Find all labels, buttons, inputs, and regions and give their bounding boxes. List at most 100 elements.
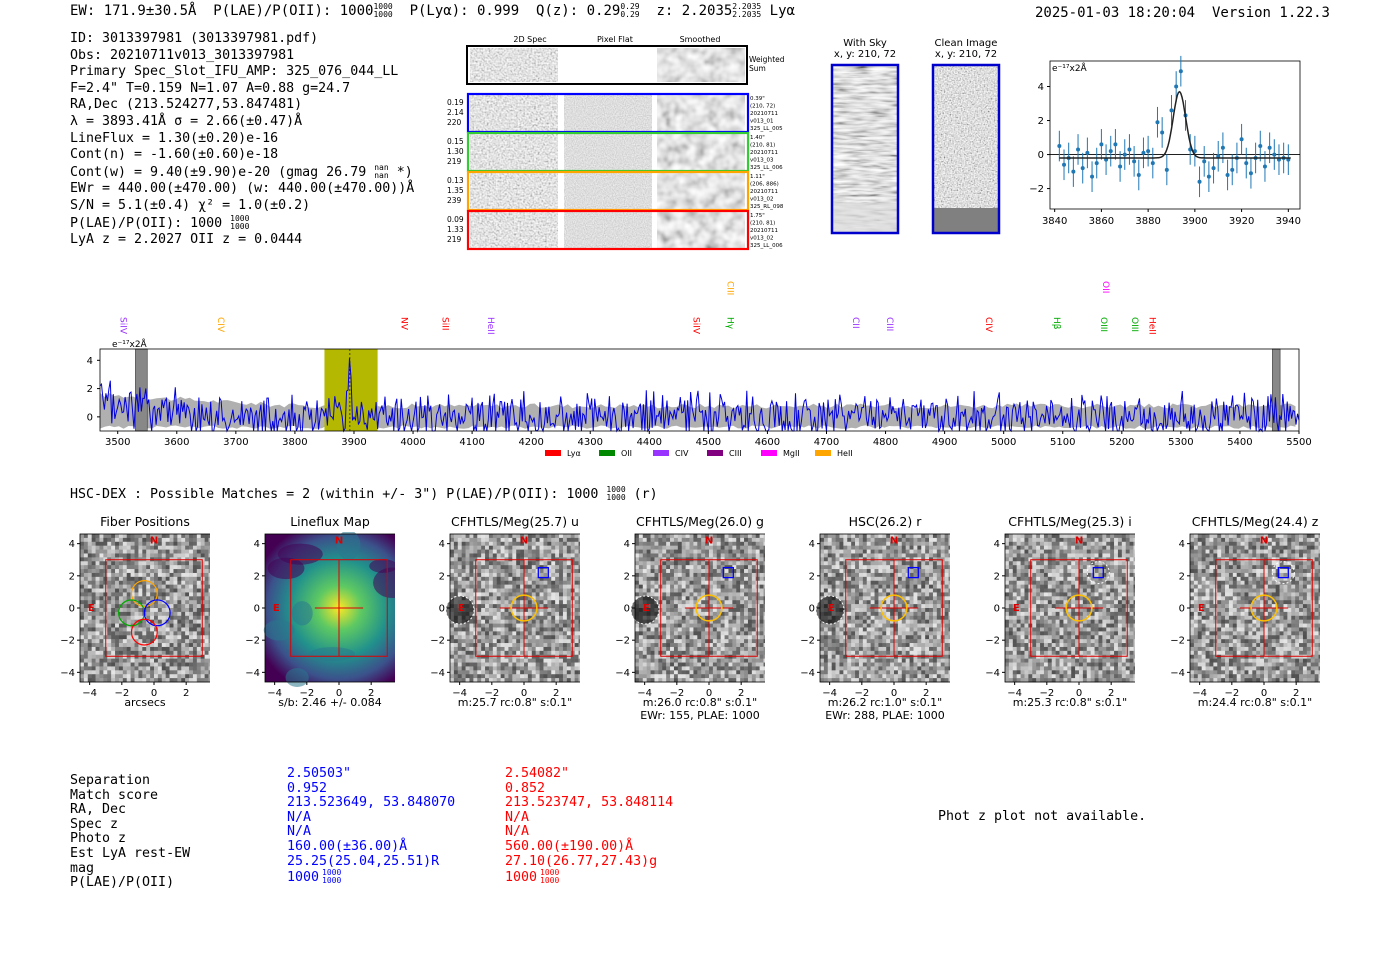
info-contn: Cont(n) = -1.60(±0.60)e-18 — [70, 147, 279, 163]
match-value: 213.523649, 53.848070 — [287, 795, 456, 811]
clean-image-title: Clean Image x, y: 210, 72 — [934, 38, 998, 60]
header-plae-frac: 1000 1000 — [373, 2, 393, 19]
aperture-circle — [695, 594, 723, 622]
zoom-axes — [1049, 60, 1301, 210]
full-xtick-label: 3800 — [282, 437, 307, 448]
match-value: N/A — [505, 824, 530, 840]
zoom-point — [1174, 84, 1179, 89]
zoom-point — [1132, 159, 1137, 164]
thumb-ytick-label: −4 — [60, 668, 75, 679]
thumb-xtick-label: 2 — [923, 688, 929, 699]
legend-swatch — [545, 450, 561, 456]
zoom-point — [1118, 164, 1123, 169]
thumb-ytick-label: −4 — [800, 668, 815, 679]
thumb-ytick-label: 4 — [994, 539, 1000, 550]
legend-swatch — [707, 450, 723, 456]
emission-line-label: OIII — [1129, 317, 1139, 332]
north-label: N — [335, 536, 343, 547]
fiber-circle — [130, 618, 158, 646]
thumb-ytick-label: −4 — [245, 668, 260, 679]
spec-row-right-label: (210, 81) — [750, 143, 775, 149]
zoom-ytick-label: 2 — [1038, 116, 1044, 127]
col-2d-spec: 2D Spec — [513, 35, 546, 44]
emission-line-label: Hβ — [1051, 317, 1061, 330]
thumbnail-caption: m:24.4 rc:0.8" s:0.1" — [1197, 696, 1313, 709]
thumb-xtick-label: 2 — [1108, 688, 1114, 699]
legend-swatch — [599, 450, 615, 456]
zoom-point — [1146, 149, 1151, 154]
thumb-xtick-label: −4 — [1192, 688, 1207, 699]
match-value: 1000 1000 1000 — [505, 868, 560, 886]
match-marker — [537, 566, 549, 579]
full-xtick-label: 4300 — [578, 437, 603, 448]
north-label: N — [1260, 536, 1268, 547]
thumb-xtick-label: 2 — [1293, 688, 1299, 699]
spec-row-smooth — [657, 134, 745, 170]
full-xtick-label: 4000 — [400, 437, 425, 448]
weighted-label-1: Weighted — [749, 55, 785, 64]
full-xtick-label: 4800 — [873, 437, 898, 448]
zoom-point — [1164, 167, 1169, 172]
spec-row-right-label: (210, 72) — [750, 104, 775, 110]
thumbnail-cut: CFHTLS/Meg(26.0) gNE420−2−4−4−2024m:26.0… — [615, 512, 785, 727]
zoom-xtick-label: 3880 — [1135, 216, 1160, 227]
thumb-xtick-label: 0 — [706, 688, 712, 699]
spec-row-left-label: 1.35 — [447, 186, 464, 195]
zoom-xtick-label: 3900 — [1182, 216, 1207, 227]
emission-line-label: SiIV — [691, 317, 701, 335]
zoom-chart: e⁻¹⁷x2Å 4 2 0 −2 3840 3860 3880 3900 3920 3940 — [1030, 55, 1301, 227]
header-qz-frac: 0.29 0.29 — [620, 2, 640, 19]
info-ewr: EWr = 440.00(±470.00) (w: 440.00(±470.00… — [70, 181, 415, 197]
header-z-frac: 2.2035 2.2035 — [732, 2, 762, 19]
spec-row-right-label: 0.39" — [750, 96, 765, 102]
match-row-label: RA, Dec — [70, 802, 127, 818]
legend-swatch — [815, 450, 831, 456]
match-value: N/A — [287, 809, 312, 825]
thumb-ytick-label: −2 — [430, 636, 445, 647]
thumbnail-row: Fiber Positions N E 4 2 0 −2 −4 −4 −2 0 2 4 arcsecs Li… — [0, 512, 1400, 727]
legend-label: CIII — [729, 449, 742, 458]
thumbnail-cut: CFHTLS/Meg(25.3) iNE420−2−4−4−2024m:25.3… — [985, 512, 1155, 727]
zoom-point — [1136, 172, 1141, 177]
thumb-xtick-label: −4 — [822, 688, 837, 699]
col-smoothed: Smoothed — [680, 35, 721, 44]
info-sn: S/N = 5.1(±0.4) χ² = 1.0(±0.2) — [70, 197, 311, 213]
zoom-ytick-label: 0 — [1038, 150, 1044, 161]
match-2-values: 2.54082" 0.852 213.523747, 53.848114 N/A N/A… — [505, 766, 674, 886]
hsc-dex-title: HSC-DEX : Possible Matches = 2 (within +… — [70, 485, 658, 503]
spec-row-smooth — [657, 212, 745, 248]
header-right: 2025-01-03 18:20:04 Version 1.22.3 — [1035, 5, 1330, 21]
spec-row-left-label: 1.30 — [447, 147, 464, 156]
info-z: LyA z = 2.2027 OII z = 0.0444 — [70, 232, 303, 248]
info-fwhm: F=2.4" T=0.159 N=1.07 A=0.88 g=24.7 — [70, 80, 351, 96]
emission-line-label: OIII — [1098, 317, 1108, 332]
match-row-label: Separation — [70, 773, 151, 788]
full-xtick-label: 3700 — [223, 437, 248, 448]
legend-label: Lyα — [567, 449, 581, 458]
spec-row-2d — [470, 212, 558, 248]
aperture-circle — [1065, 594, 1093, 622]
zoom-ytick-label: −2 — [1030, 184, 1044, 195]
zoom-point — [1062, 162, 1067, 167]
thumb-ytick-label: 2 — [439, 571, 445, 582]
emission-line-label: SiIV — [118, 317, 128, 335]
thumb-ytick-label: −2 — [800, 636, 815, 647]
thumb-xtick-label: 0 — [336, 688, 342, 699]
thumb-ytick-label: 2 — [994, 571, 1000, 582]
spec-row-right-label: v013_01 — [750, 119, 774, 125]
spec-row-right-label: 1.40" — [750, 135, 765, 141]
thumb-ytick-label: 0 — [254, 604, 260, 615]
match-row-label: Est LyA rest-EW — [70, 845, 191, 861]
spec-row-right-label: 325_RL_098 — [750, 204, 784, 210]
match-value: 213.523747, 53.848114 — [505, 795, 674, 811]
thumbnail-title: CFHTLS/Meg(25.7) u — [451, 514, 579, 529]
north-label: N — [1075, 536, 1083, 547]
zoom-point — [1262, 164, 1267, 169]
match-value: 2.54082" — [505, 766, 570, 781]
zoom-point — [1080, 166, 1085, 171]
thumb-xtick-label: −4 — [452, 688, 467, 699]
full-xtick-label: 3900 — [341, 437, 366, 448]
thumbnail-caption: m:25.7 rc:0.8" s:0.1" — [457, 696, 573, 709]
match-row-label: mag — [70, 860, 95, 876]
